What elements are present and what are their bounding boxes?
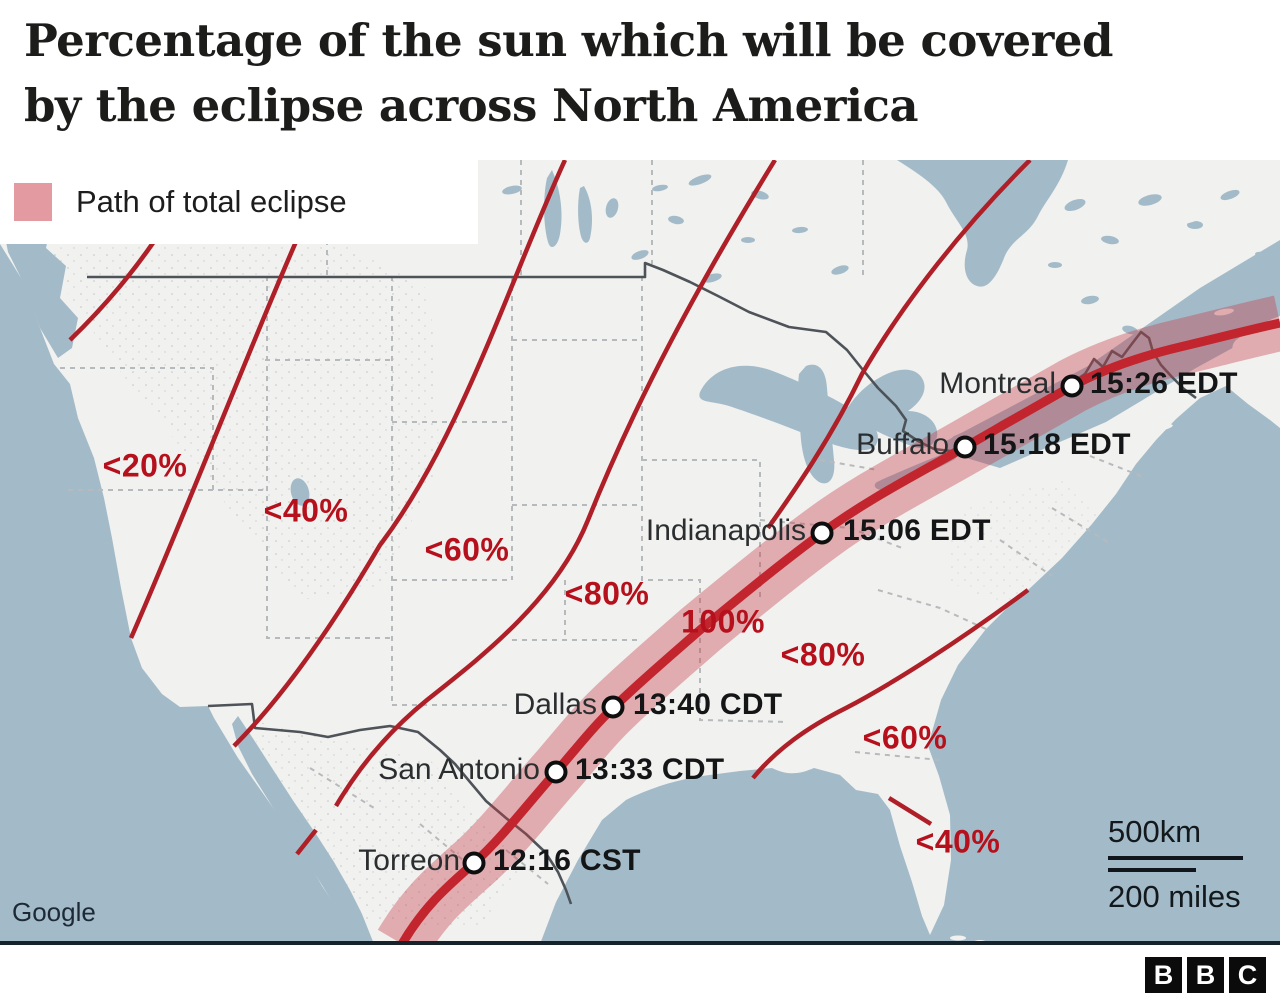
city-name-montreal: Montreal <box>939 367 1056 400</box>
bbc-logo-block-2: B <box>1187 957 1224 993</box>
marker-dallas <box>601 695 625 719</box>
contour-100-nw <box>766 160 1032 530</box>
pct-label-100: 100% <box>681 603 765 640</box>
title-line-2: by the eclipse across North America <box>24 79 919 133</box>
legend-swatch-total-eclipse <box>14 183 52 221</box>
city-name-indianapolis: Indianapolis <box>645 514 806 547</box>
coastal-landforms <box>950 160 1280 944</box>
pct-label-60: <60% <box>424 531 510 568</box>
city-name-dallas: Dallas <box>513 688 597 721</box>
marker-torreon <box>462 851 486 875</box>
marker-buffalo <box>953 435 977 459</box>
contour-80-nw <box>334 160 777 808</box>
marker-indianapolis <box>810 521 834 545</box>
city-name-san-antonio: San Antonio <box>378 753 540 786</box>
lake-michigan <box>798 364 835 484</box>
pct-label-20: <20% <box>102 447 188 484</box>
anticosti-island <box>1176 211 1208 225</box>
long-island <box>1147 424 1173 432</box>
contour-60-se-florida <box>887 796 933 826</box>
scale-km-line <box>1108 856 1243 860</box>
scale-miles-line <box>1108 868 1196 872</box>
city-time-san-antonio: 13:33 CDT <box>575 753 725 786</box>
scale-km-label: 500km <box>1108 814 1202 849</box>
bbc-logo-block-1: B <box>1145 957 1182 993</box>
eclipse-map: <20% <40% <60% <80% 100% <80% <60% <40% … <box>0 160 1280 944</box>
city-time-buffalo: 15:18 EDT <box>983 428 1131 461</box>
pacific-ocean <box>0 244 358 944</box>
legend-label: Path of total eclipse <box>76 184 347 219</box>
map-bottom-border <box>0 941 1280 945</box>
pct-label-40-se: <40% <box>915 823 1001 860</box>
hudson-bay <box>897 160 1068 287</box>
city-time-indianapolis: 15:06 EDT <box>843 514 991 547</box>
legend: Path of total eclipse <box>0 160 478 244</box>
totality-band-group <box>377 295 1280 944</box>
nova-scotia <box>1232 316 1280 410</box>
page-title: Percentage of the sun which will be cove… <box>24 8 1264 139</box>
totality-center-line <box>398 318 1280 944</box>
contour-80-nw-baja <box>295 828 318 856</box>
city-name-torreon: Torreon <box>358 844 460 877</box>
map-canvas <box>0 160 1280 944</box>
contour-60 <box>232 160 568 748</box>
map-credit: Google <box>12 897 96 927</box>
pct-label-40: <40% <box>263 492 349 529</box>
marker-montreal <box>1060 374 1084 398</box>
city-time-dallas: 13:40 CDT <box>633 688 783 721</box>
gulf-of-mexico-and-atlantic <box>540 386 1280 944</box>
lake-huron <box>845 369 938 449</box>
marker-san-antonio <box>544 760 568 784</box>
footer: B B C <box>0 945 1280 1006</box>
city-time-torreon: 12:16 CST <box>493 844 641 877</box>
title-line-1: Percentage of the sun which will be cove… <box>24 14 1113 67</box>
pct-label-80: <80% <box>564 575 650 612</box>
us-mexico-border <box>207 702 573 905</box>
pct-label-80-se: <80% <box>780 636 866 673</box>
florida-keys <box>950 935 966 941</box>
prince-edward-island <box>1214 308 1234 316</box>
city-time-montreal: 15:26 EDT <box>1090 367 1238 400</box>
city-name-buffalo: Buffalo <box>856 428 949 461</box>
pct-label-60-se: <60% <box>862 719 948 756</box>
newfoundland-corner <box>1252 160 1280 204</box>
scale-miles-label: 200 miles <box>1108 879 1241 914</box>
bbc-logo-block-3: C <box>1229 957 1266 993</box>
contour-80-se <box>751 588 1030 780</box>
scale-bar: 500km 200 miles <box>1108 816 1243 912</box>
gulf-of-california <box>232 716 374 944</box>
bbc-logo: B B C <box>1145 957 1266 993</box>
